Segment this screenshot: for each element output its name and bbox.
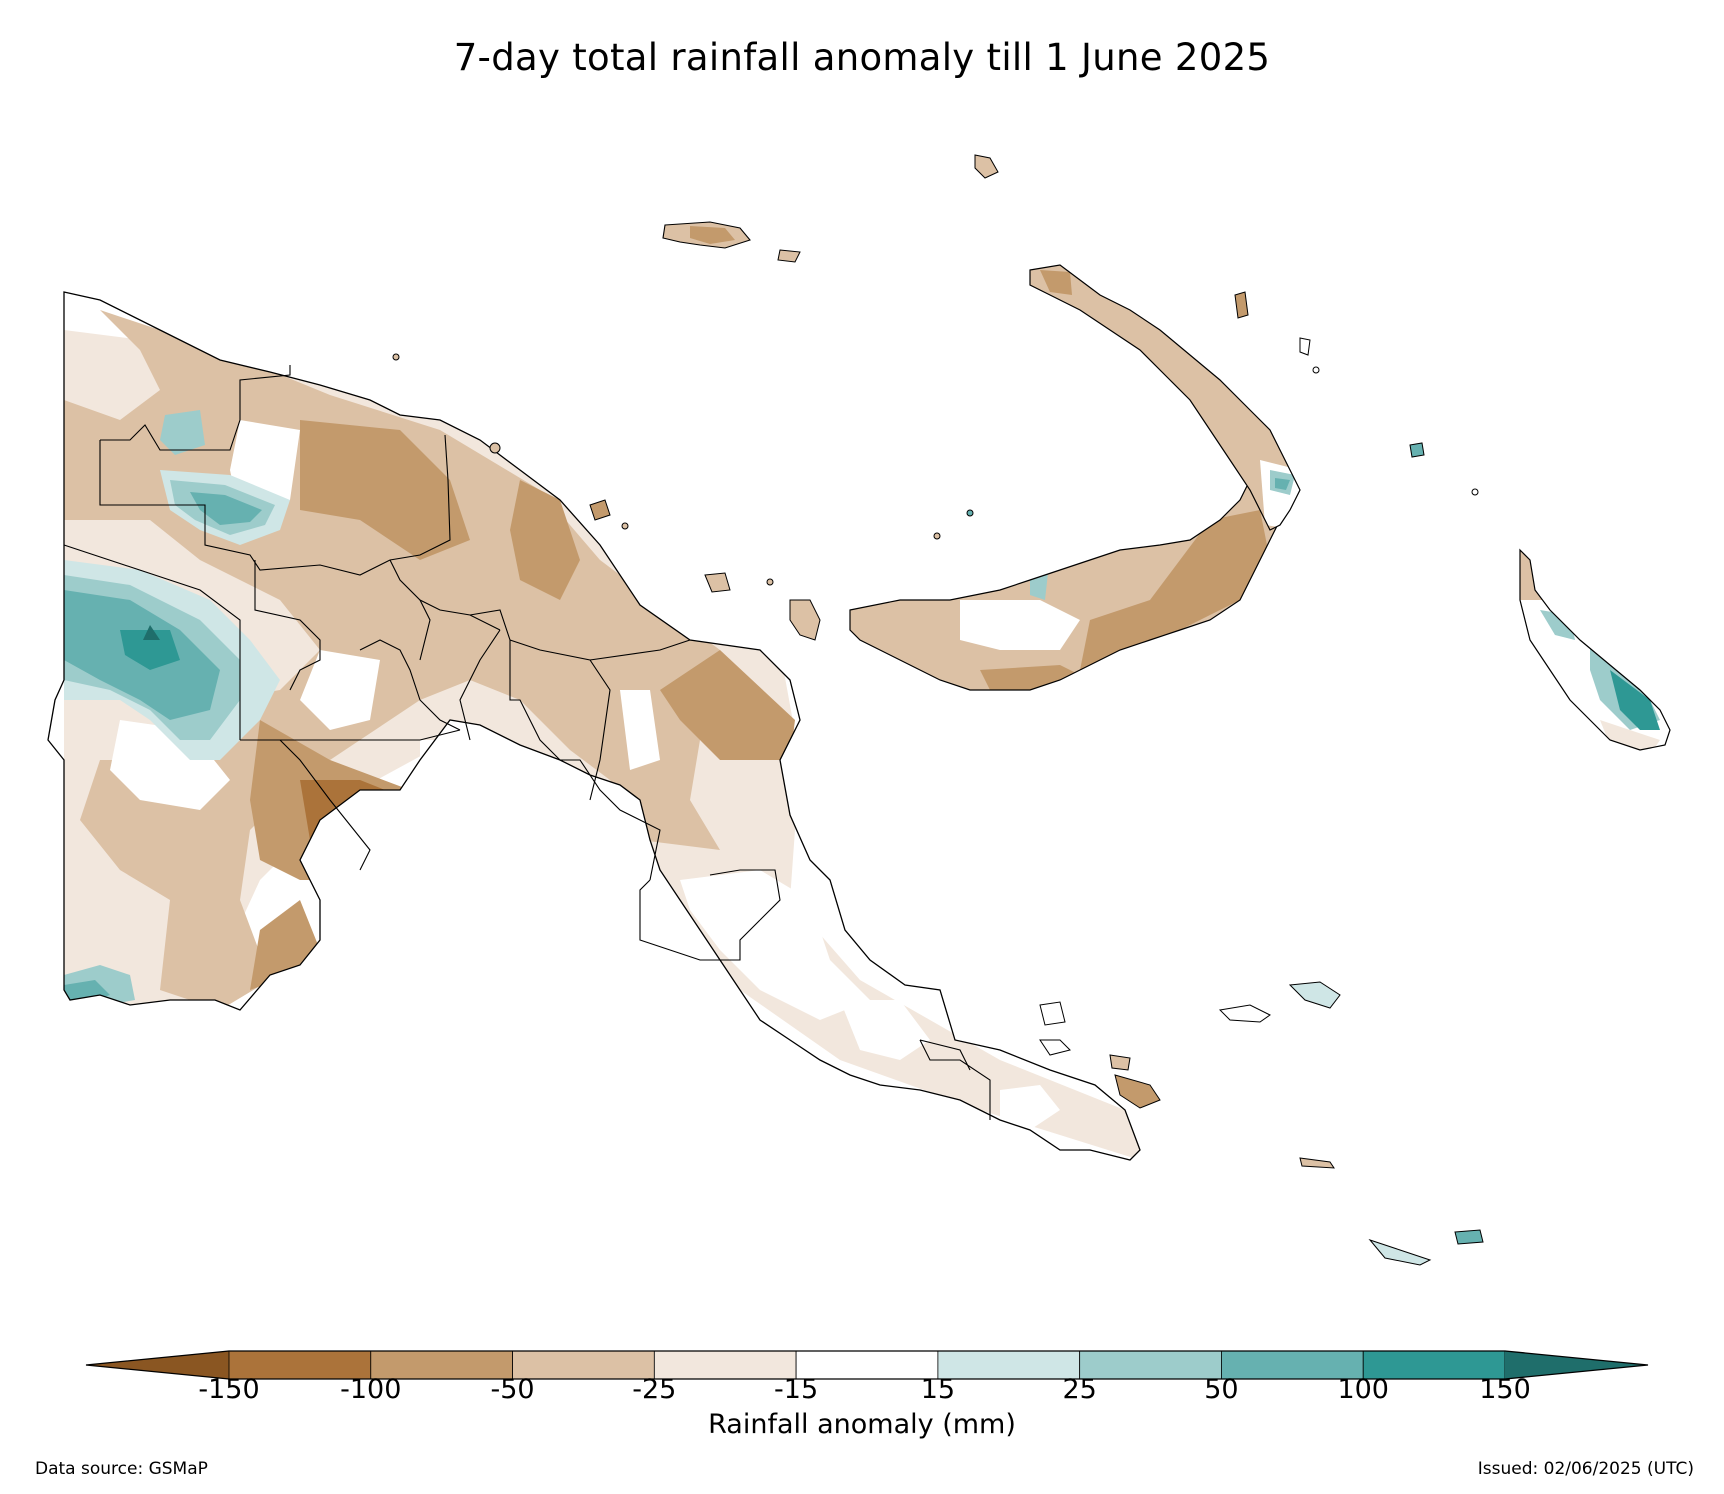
colorbar-label: Rainfall anomaly (mm) xyxy=(708,1409,1016,1440)
colorbar-tick-label: -15 xyxy=(774,1374,819,1405)
small-islands xyxy=(392,154,1484,1266)
colorbar-bin xyxy=(512,1350,655,1380)
issued-date-note: Issued: 02/06/2025 (UTC) xyxy=(1477,1459,1694,1479)
colorbar-tick-label: -150 xyxy=(198,1374,260,1405)
colorbar-tick-label: 25 xyxy=(1062,1374,1097,1405)
colorbar-tick-label: 100 xyxy=(1337,1374,1389,1405)
colorbar-tick-label: -25 xyxy=(632,1374,677,1405)
rainfall-anomaly-map xyxy=(47,154,1671,1266)
colorbar-extend-low xyxy=(86,1351,229,1379)
colorbar-bin xyxy=(1221,1350,1364,1380)
colorbar-tick-label: -50 xyxy=(490,1374,535,1405)
data-source-note: Data source: GSMaP xyxy=(35,1459,208,1479)
colorbar-tick-label: 150 xyxy=(1479,1374,1531,1405)
manus-island xyxy=(662,221,801,263)
province-borders xyxy=(63,365,991,1120)
colorbar-tick-label: -100 xyxy=(340,1374,402,1405)
colorbar-outline xyxy=(85,1350,1649,1380)
colorbar-bin xyxy=(795,1350,939,1380)
colorbar-tick-label: 50 xyxy=(1204,1374,1239,1405)
colorbar-extend-high xyxy=(1505,1351,1648,1379)
mainland-png xyxy=(47,291,1141,1161)
colorbar-tick-label: 15 xyxy=(920,1374,956,1405)
map-title: 7-day total rainfall anomaly till 1 June… xyxy=(453,36,1271,79)
colorbar-bin xyxy=(937,1350,1081,1380)
